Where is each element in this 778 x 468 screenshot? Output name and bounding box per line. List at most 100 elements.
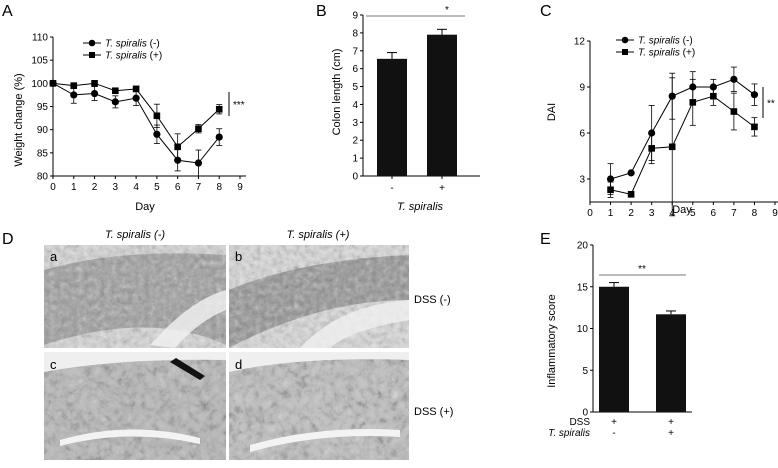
colon-ylabel: Colon length (cm) xyxy=(331,49,343,136)
y-tick-label: 90 xyxy=(37,125,49,136)
y-tick-label: 12 xyxy=(574,37,586,48)
data-point-square xyxy=(153,112,161,120)
legend-marker-square xyxy=(622,49,628,55)
panel-letter-c: C xyxy=(540,3,552,20)
dai-xlabel: Day xyxy=(672,204,692,216)
histology-label-a: a xyxy=(50,249,58,264)
data-point-square xyxy=(607,186,614,194)
legend-label: T. spiralis (+) xyxy=(105,51,162,62)
data-point-circle xyxy=(111,98,119,106)
bar xyxy=(656,314,686,412)
x-tick-label: 3 xyxy=(113,182,119,193)
histology-row-label-2: DSS (+) xyxy=(414,406,453,418)
condition-value: + xyxy=(668,417,674,428)
series-line-1 xyxy=(610,78,755,180)
condition-row-label: DSS xyxy=(569,417,590,428)
y-tick-label: 110 xyxy=(32,33,48,44)
legend-marker-circle xyxy=(621,36,629,44)
x-tick-label: 5 xyxy=(690,208,696,219)
histology-image-d: d xyxy=(229,352,409,460)
histology-col-title-1: T. spiralis (-) xyxy=(105,229,165,241)
dai-chart: DAI Day 012345678936912T. spiralis (-)T.… xyxy=(546,36,778,219)
data-point-circle xyxy=(215,133,223,141)
data-point-square xyxy=(751,123,758,131)
y-tick-label: 105 xyxy=(31,56,48,67)
panel-letter-e: E xyxy=(540,231,551,248)
y-tick-label: 0 xyxy=(582,408,588,419)
x-tick-label: 6 xyxy=(711,208,717,219)
data-point-square xyxy=(132,85,140,93)
legend-label: T. spiralis (+) xyxy=(638,48,695,59)
legend-marker-circle xyxy=(88,39,96,47)
data-point-square xyxy=(49,80,57,87)
x-tick-label: 1 xyxy=(608,208,614,219)
significance-label: *** xyxy=(233,100,245,111)
y-tick-label: 1 xyxy=(352,154,358,165)
x-tick-label: 7 xyxy=(731,208,737,219)
data-point-circle xyxy=(70,91,78,99)
y-tick-label: 5 xyxy=(352,82,358,93)
legend-label: T. spiralis (-) xyxy=(638,36,693,47)
data-point-circle xyxy=(606,175,615,183)
significance-label: ** xyxy=(638,264,646,275)
x-tick-label: 0 xyxy=(50,182,56,193)
x-tick-label: 5 xyxy=(154,182,160,193)
data-point-circle xyxy=(750,91,759,99)
y-tick-label: 9 xyxy=(352,11,358,22)
y-tick-label: 6 xyxy=(352,64,358,75)
y-tick-label: 3 xyxy=(352,118,358,129)
bar xyxy=(377,58,407,177)
y-tick-label: 0 xyxy=(352,172,358,183)
y-tick-label: 10 xyxy=(577,324,589,335)
condition-value: + xyxy=(668,428,674,439)
data-point-circle xyxy=(153,130,161,138)
series-line-2 xyxy=(610,95,755,195)
histology-col-title-2: T. spiralis (+) xyxy=(287,229,350,241)
x-tick-label: 0 xyxy=(587,208,593,219)
category-label: - xyxy=(390,183,393,194)
panel-letter-b: B xyxy=(316,3,327,20)
category-label: + xyxy=(439,183,445,194)
weight-xlabel: Day xyxy=(135,201,155,213)
y-tick-label: 7 xyxy=(352,46,358,57)
condition-value: - xyxy=(612,428,615,439)
dai-ylabel: DAI xyxy=(546,103,558,121)
y-tick-label: 80 xyxy=(37,172,49,183)
data-point-square xyxy=(689,99,697,106)
histology-image-c: c xyxy=(44,352,226,460)
x-tick-label: 2 xyxy=(92,182,98,193)
y-tick-label: 95 xyxy=(37,102,49,113)
data-point-square xyxy=(668,143,676,151)
x-tick-label: 1 xyxy=(71,182,77,193)
condition-value: + xyxy=(611,417,617,428)
data-point-square xyxy=(70,82,78,89)
histology-label-b: b xyxy=(235,249,242,264)
data-point-circle xyxy=(174,156,182,164)
data-point-square xyxy=(174,143,181,151)
legend-marker-square xyxy=(89,52,95,58)
histology-label-c: c xyxy=(50,357,57,372)
data-point-circle xyxy=(730,75,738,83)
weight-ylabel: Weight change (%) xyxy=(13,73,25,166)
y-tick-label: 8 xyxy=(352,28,358,39)
data-point-circle xyxy=(194,159,203,167)
x-tick-label: 9 xyxy=(772,208,778,219)
histology-image-b: b xyxy=(229,245,409,348)
x-tick-label: 8 xyxy=(216,182,222,193)
significance-label: * xyxy=(445,5,449,16)
data-point-square xyxy=(710,92,717,100)
y-tick-label: 20 xyxy=(577,241,589,252)
colon-length-chart: Colon length (cm) T. spiralis 0 1 2 3 4 5 6 7 8 9… xyxy=(331,5,480,213)
panel-letter-d: D xyxy=(2,231,14,248)
data-point-square xyxy=(195,125,202,133)
data-point-square xyxy=(648,145,655,152)
x-tick-label: 3 xyxy=(649,208,655,219)
histology-row-label-1: DSS (-) xyxy=(414,294,451,306)
colon-xlabel: T. spiralis xyxy=(397,201,444,213)
y-tick-label: 4 xyxy=(352,100,358,111)
inflam-ylabel: Inflammatory score xyxy=(546,294,558,388)
y-tick-label: 5 xyxy=(582,366,588,377)
data-point-circle xyxy=(90,89,99,98)
